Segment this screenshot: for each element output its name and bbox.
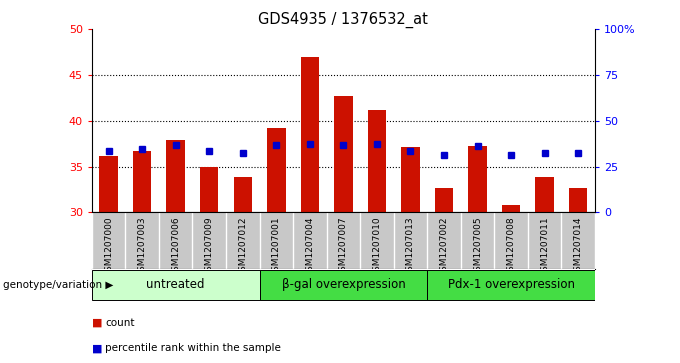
Bar [502,205,520,212]
Bar [569,188,588,212]
Text: GSM1207014: GSM1207014 [574,217,583,277]
Bar [301,57,319,212]
Bar [368,110,386,212]
Text: GSM1207000: GSM1207000 [104,217,113,277]
Bar [267,128,286,212]
Bar [99,155,118,212]
Bar [401,147,420,212]
Bar [435,188,454,212]
Bar [334,96,353,212]
Text: ■: ■ [92,318,102,328]
Bar [469,146,487,212]
Text: GSM1207007: GSM1207007 [339,217,348,277]
Bar [233,177,252,212]
Text: GSM1207005: GSM1207005 [473,217,482,277]
Text: GSM1207004: GSM1207004 [305,217,314,277]
Bar [92,270,260,300]
Text: untreated: untreated [146,278,205,291]
Title: GDS4935 / 1376532_at: GDS4935 / 1376532_at [258,12,428,28]
Text: β-gal overexpression: β-gal overexpression [282,278,405,291]
Text: GSM1207003: GSM1207003 [137,217,147,277]
Text: GSM1207001: GSM1207001 [272,217,281,277]
Text: percentile rank within the sample: percentile rank within the sample [105,343,282,354]
Bar [167,140,185,212]
Text: genotype/variation ▶: genotype/variation ▶ [3,280,114,290]
Text: Pdx-1 overexpression: Pdx-1 overexpression [447,278,575,291]
Text: GSM1207002: GSM1207002 [439,217,449,277]
Text: count: count [105,318,135,328]
Text: GSM1207013: GSM1207013 [406,217,415,277]
Bar [200,167,218,212]
Text: GSM1207010: GSM1207010 [373,217,381,277]
Bar [260,270,427,300]
Text: GSM1207008: GSM1207008 [507,217,515,277]
Text: GSM1207006: GSM1207006 [171,217,180,277]
Text: GSM1207009: GSM1207009 [205,217,214,277]
Bar [535,177,554,212]
Bar [427,270,595,300]
Text: ■: ■ [92,343,102,354]
Text: GSM1207012: GSM1207012 [238,217,248,277]
Bar [133,151,152,212]
Text: GSM1207011: GSM1207011 [540,217,549,277]
